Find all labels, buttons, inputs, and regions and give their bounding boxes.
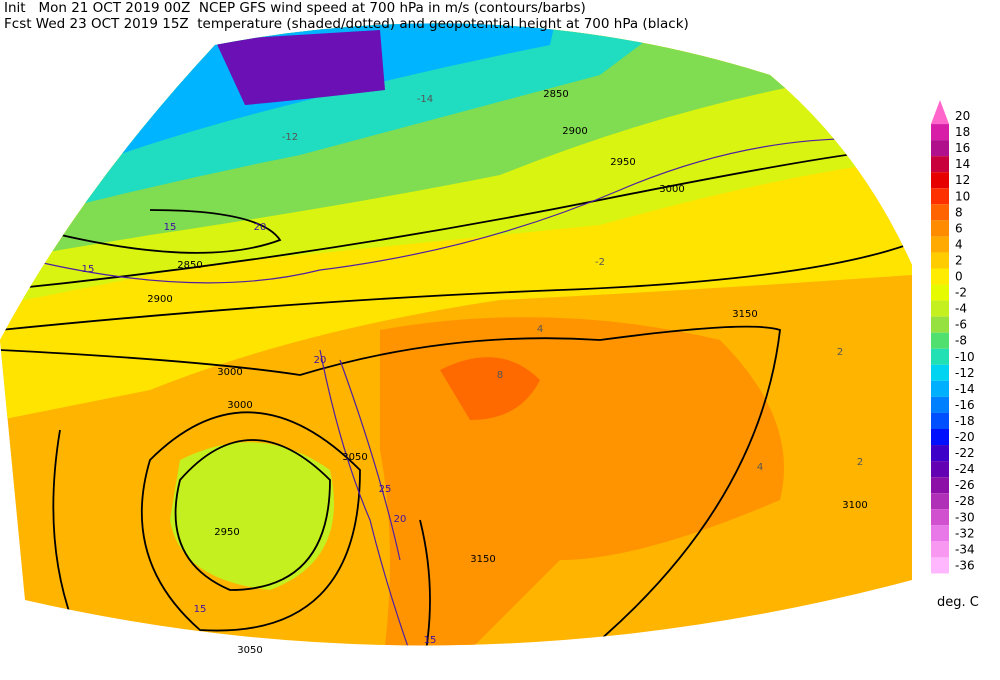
contour-label: 20 <box>394 514 407 525</box>
colorbar-swatch <box>931 204 949 221</box>
contour-labels: 3000 3150 2950 3050 2850 2900 3100 3000 3050 3150… <box>82 89 868 656</box>
colorbar-label: -10 <box>955 350 975 364</box>
colorbar-label: -6 <box>955 318 967 332</box>
colorbar-swatch <box>931 445 949 462</box>
contour-label: 4 <box>757 462 763 473</box>
colorbar-swatch <box>931 316 949 333</box>
contour-label: 15 <box>164 222 177 233</box>
colorbar-swatch <box>931 188 949 205</box>
contour-label: 4 <box>537 324 543 335</box>
colorbar-swatch <box>931 268 949 285</box>
contour-label: 8 <box>497 370 503 381</box>
colorbar-label: 10 <box>955 189 970 203</box>
colorbar-swatch <box>931 284 949 301</box>
contour-label: 2900 <box>562 126 587 137</box>
contour-label: -2 <box>595 257 605 268</box>
colorbar-label: 20 <box>955 109 970 123</box>
colorbar-label: -16 <box>955 398 975 412</box>
colorbar-swatch <box>931 541 949 558</box>
colorbar-label: 16 <box>955 141 970 155</box>
contour-label: -14 <box>417 94 433 105</box>
contour-label: 15 <box>424 635 437 646</box>
contour-label: 2850 <box>177 260 202 271</box>
colorbar-label: 4 <box>955 237 963 251</box>
colorbar-swatch <box>931 557 949 574</box>
colorbar-arrow <box>931 100 949 125</box>
contour-label: 20 <box>314 355 327 366</box>
contour-label: -12 <box>282 132 298 143</box>
header-line: Init Mon 21 OCT 2019 00Z NCEP GFS wind s… <box>4 0 586 16</box>
contour-label: 25 <box>379 484 392 495</box>
colorbar: 20181614121086420-2-4-6-8-10-12-14-16-18… <box>931 100 975 574</box>
colorbar-label: 8 <box>955 205 963 219</box>
colorbar-label: -12 <box>955 366 975 380</box>
header-line: Fcst Wed 23 OCT 2019 15Z temperature (sh… <box>4 16 689 32</box>
colorbar-swatch <box>931 300 949 317</box>
colorbar-swatch <box>931 525 949 542</box>
colorbar-swatch <box>931 412 949 429</box>
colorbar-label: -30 <box>955 510 975 524</box>
colorbar-label: -20 <box>955 430 975 444</box>
colorbar-label: -24 <box>955 462 975 476</box>
colorbar-label: 0 <box>955 270 963 284</box>
contour-label: 2850 <box>543 89 568 100</box>
colorbar-swatch <box>931 252 949 269</box>
contour-label: 15 <box>194 604 207 615</box>
colorbar-swatch <box>931 220 949 237</box>
contour-label: 3150 <box>732 309 757 320</box>
contour-label: 2 <box>837 347 843 358</box>
colorbar-label: -4 <box>955 302 967 316</box>
colorbar-label: 18 <box>955 125 970 139</box>
contour-label: 15 <box>82 264 95 275</box>
colorbar-label: -14 <box>955 382 975 396</box>
colorbar-swatch <box>931 509 949 526</box>
colorbar-swatch <box>931 332 949 349</box>
colorbar-label: -36 <box>955 558 975 572</box>
colorbar-swatch <box>931 236 949 253</box>
colorbar-swatch <box>931 477 949 494</box>
contour-label: 3000 <box>659 184 684 195</box>
colorbar-label: -28 <box>955 494 975 508</box>
contour-label: 2950 <box>214 527 239 538</box>
colorbar-label: -2 <box>955 286 967 300</box>
colorbar-swatch <box>931 348 949 365</box>
colorbar-unit: deg. C <box>937 595 979 610</box>
contour-label: 2 <box>857 457 863 468</box>
colorbar-label: -34 <box>955 542 975 556</box>
contour-label: 20 <box>254 222 267 233</box>
contour-label: 2950 <box>610 157 635 168</box>
colorbar-swatch <box>931 461 949 478</box>
colorbar-swatch <box>931 396 949 413</box>
colorbar-swatch <box>931 140 949 157</box>
colorbar-swatch <box>931 493 949 510</box>
colorbar-label: 14 <box>955 157 970 171</box>
contour-label: 2900 <box>147 294 172 305</box>
colorbar-label: -26 <box>955 478 975 492</box>
colorbar-swatch <box>931 172 949 189</box>
contour-label: 3050 <box>342 452 367 463</box>
colorbar-label: 2 <box>955 253 963 267</box>
colorbar-swatch <box>931 380 949 397</box>
colorbar-label: -8 <box>955 334 967 348</box>
colorbar-label: 12 <box>955 173 970 187</box>
colorbar-swatch <box>931 364 949 381</box>
colorbar-label: 6 <box>955 221 963 235</box>
colorbar-swatch <box>931 156 949 173</box>
contour-label: 3150 <box>470 554 495 565</box>
colorbar-label: -22 <box>955 446 975 460</box>
colorbar-label: -18 <box>955 414 975 428</box>
contour-label: 3000 <box>217 367 242 378</box>
contour-label: 3050 <box>237 645 262 656</box>
colorbar-label: -32 <box>955 526 975 540</box>
colorbar-swatch <box>931 124 949 141</box>
contour-label: 3100 <box>842 500 867 511</box>
colorbar-swatch <box>931 429 949 446</box>
contour-label: 3000 <box>227 400 252 411</box>
